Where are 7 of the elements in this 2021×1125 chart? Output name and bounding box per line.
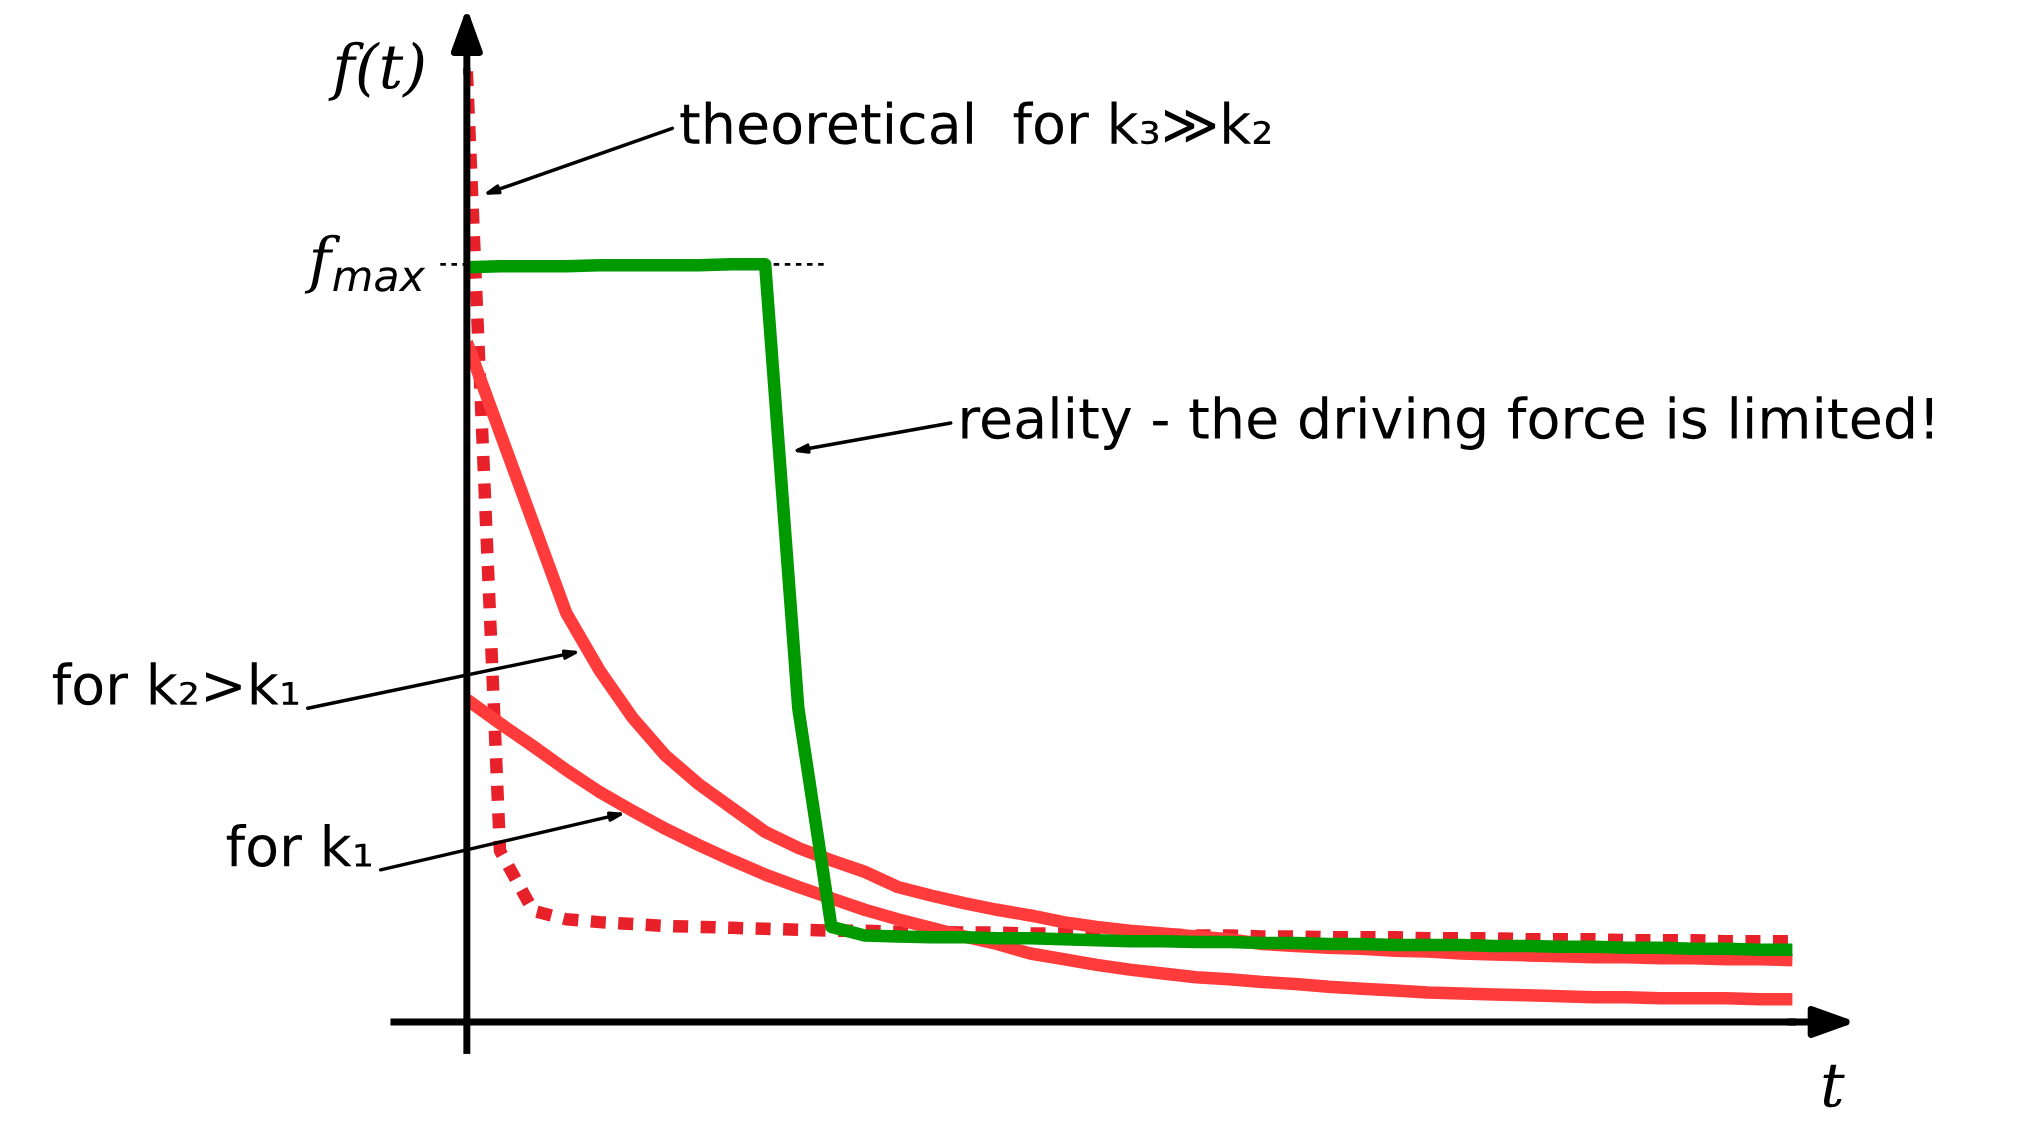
text: for k₂>k₁ xyxy=(52,662,299,706)
x-axis-title: t xyxy=(1823,1064,1845,1108)
ref-line-label: f$_{max}$ xyxy=(304,234,426,294)
y-axis-title: f(t) xyxy=(328,41,424,101)
text: for k₁ xyxy=(226,823,372,867)
annotation: reality - the driving force is limited! xyxy=(962,396,1933,450)
annotation: theoretical for k₃≫k₂ xyxy=(680,101,1271,145)
